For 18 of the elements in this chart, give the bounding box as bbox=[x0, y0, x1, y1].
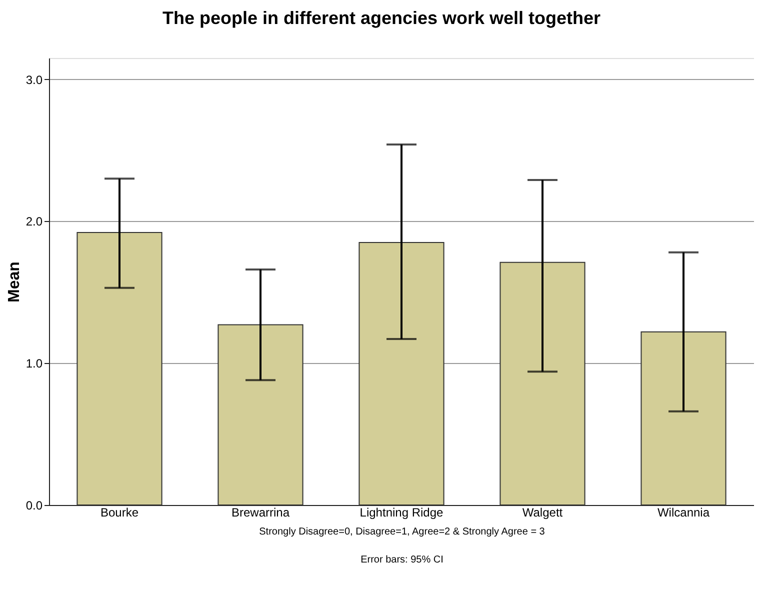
y-tick-label: 3.0 bbox=[26, 72, 43, 87]
bar bbox=[218, 324, 304, 506]
y-tick-label: 0.0 bbox=[26, 498, 43, 512]
bar bbox=[640, 331, 726, 506]
y-axis-title: Mean bbox=[6, 262, 23, 302]
x-tick-label: Bourke bbox=[100, 506, 139, 520]
x-tick-label: Lightning Ridge bbox=[360, 506, 444, 520]
chart-title: The people in different agencies work well together bbox=[162, 8, 601, 28]
text: Error bars: 95% CI bbox=[360, 554, 444, 566]
x-tick-label: Walgett bbox=[522, 506, 564, 520]
y-tick-label: 1.0 bbox=[26, 356, 43, 371]
text: Strongly Disagree=0, Disagree=1, Agree=2 & Strongly Agree = 3 bbox=[259, 526, 546, 538]
bar bbox=[500, 262, 586, 506]
x-tick-label: Wilcannia bbox=[657, 506, 710, 520]
bar bbox=[358, 242, 444, 506]
y-tick-label: 2.0 bbox=[26, 214, 43, 229]
bar bbox=[76, 232, 162, 506]
x-tick-label: Brewarrina bbox=[231, 506, 290, 520]
